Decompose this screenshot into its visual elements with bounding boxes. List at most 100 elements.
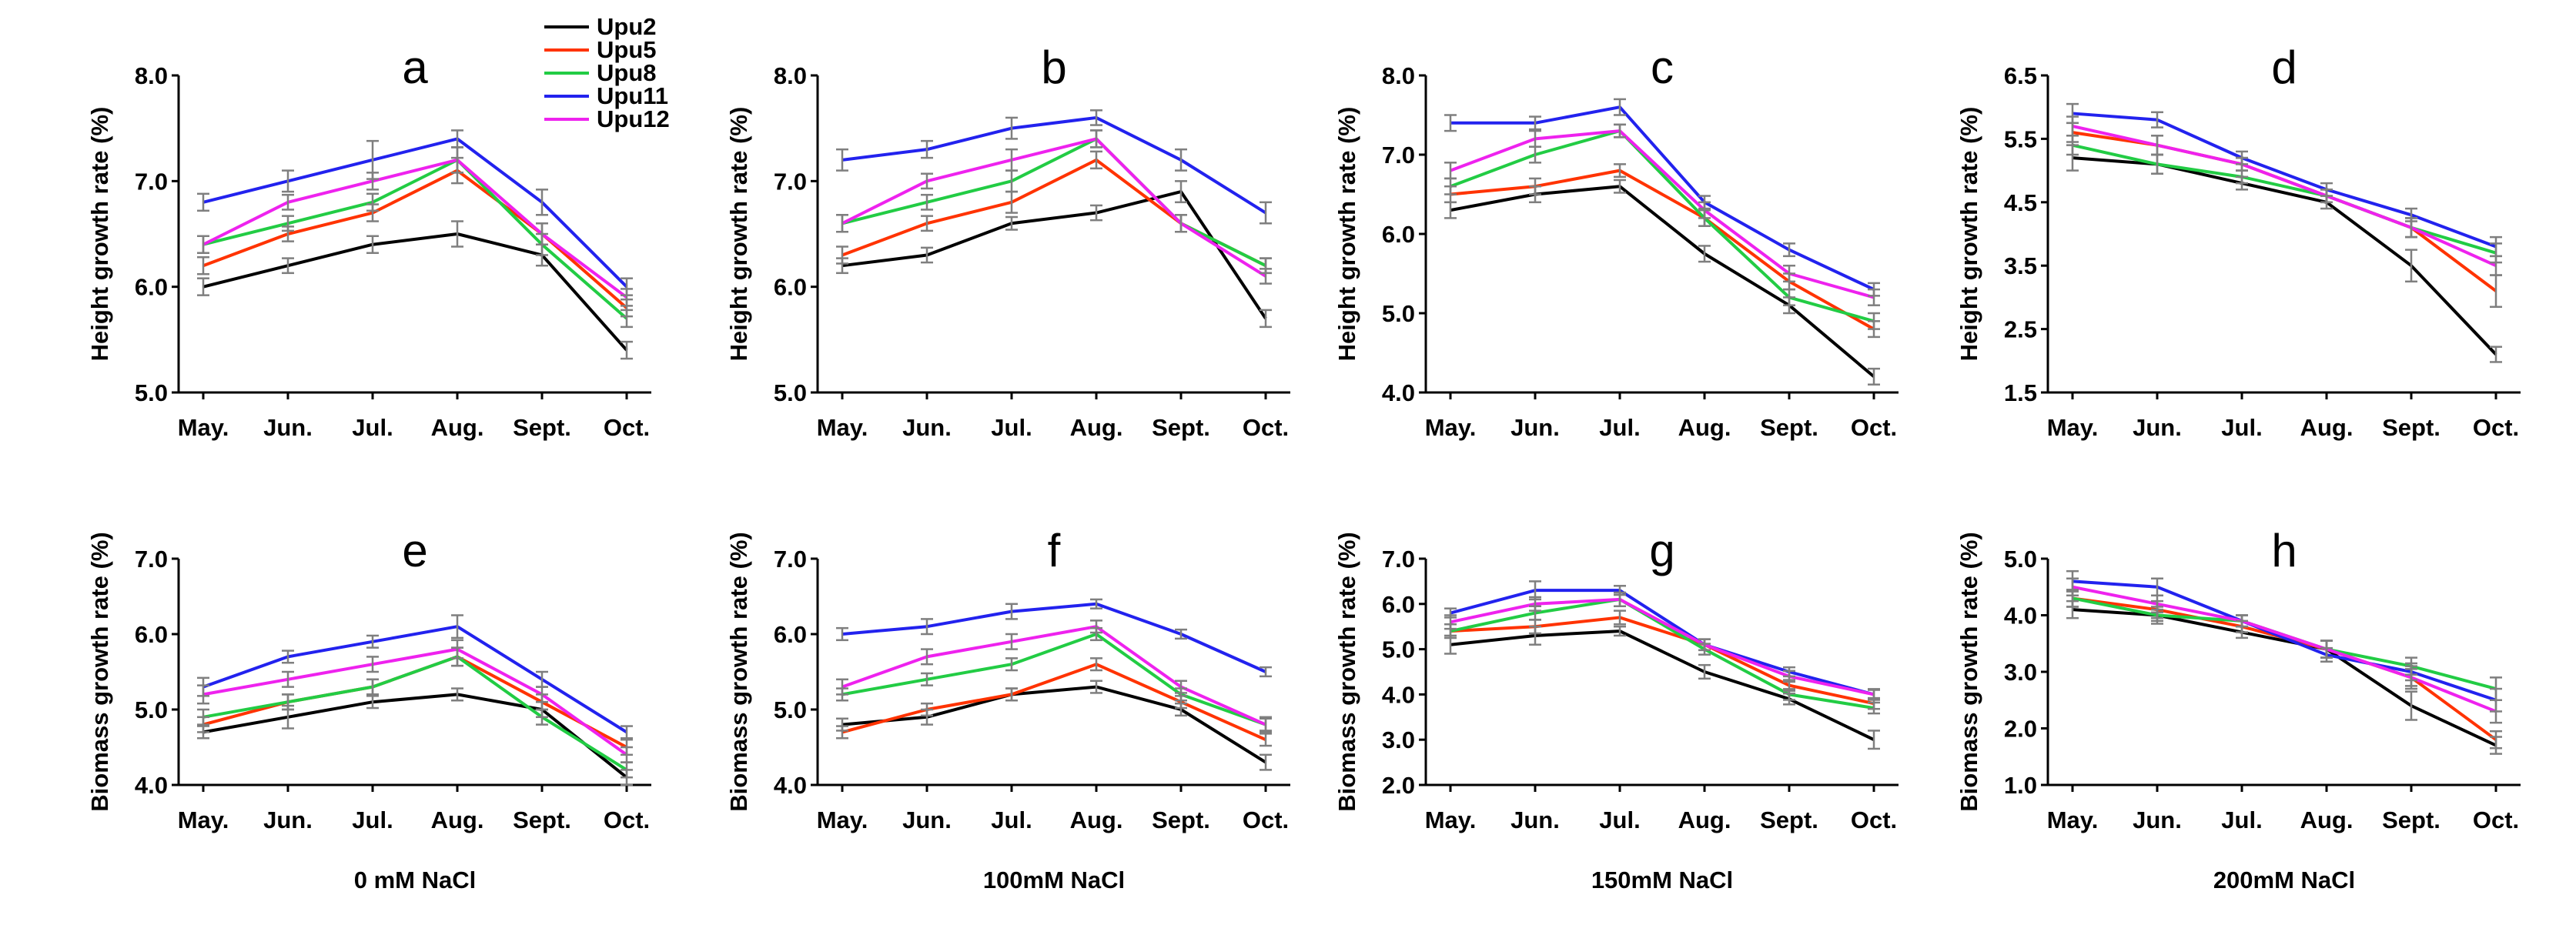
error-bar-upu12 bbox=[197, 235, 209, 254]
x-tick-label: Aug. bbox=[431, 806, 484, 833]
error-bar-upu12 bbox=[1614, 591, 1626, 607]
error-bar-upu12 bbox=[451, 146, 463, 174]
x-tick-label: Jul. bbox=[352, 806, 393, 833]
error-bar-upu8 bbox=[366, 678, 379, 696]
y-tick-label: 3.0 bbox=[2004, 659, 2037, 686]
error-bar-upu11 bbox=[1090, 109, 1102, 126]
series-line-upu12 bbox=[202, 158, 628, 299]
error-bar-upu12 bbox=[2236, 156, 2248, 172]
series-line-upu11 bbox=[2072, 579, 2497, 702]
error-bar-upu12 bbox=[1175, 680, 1187, 694]
error-bar-upu11 bbox=[1005, 603, 1018, 620]
error-bar-upu11 bbox=[921, 139, 933, 159]
error-bar-upu8 bbox=[921, 672, 933, 686]
error-bar-upu2 bbox=[1868, 730, 1880, 750]
error-bar-upu12 bbox=[2405, 217, 2417, 239]
panel-f: 4.0 5.0 6.0 7.0 May. Jun. Jul. Aug. Sept. Oct. Bio… bbox=[725, 525, 1290, 833]
error-bar-upu8 bbox=[282, 693, 294, 711]
legend-item-upu8: Upu8 bbox=[544, 59, 657, 86]
y-axis-label: Biomass growth rate (%) bbox=[86, 532, 113, 811]
series-line-upu2 bbox=[841, 190, 1267, 319]
y-axis-label: Biomass growth rate (%) bbox=[725, 532, 752, 811]
error-bar-upu8 bbox=[1868, 312, 1880, 330]
error-bar-upu11 bbox=[836, 626, 848, 642]
error-bar-upu11 bbox=[282, 169, 294, 193]
x-tick-label: Jul. bbox=[352, 414, 393, 441]
y-tick-label: 6.0 bbox=[774, 621, 807, 648]
y-tick-label: 8.0 bbox=[1382, 62, 1415, 89]
x-tick-label: May. bbox=[2047, 414, 2099, 441]
error-bar-upu8 bbox=[621, 309, 633, 329]
salt-condition-labels: 0 mM NaCl 100mM NaCl 150mM NaCl 200mM NaCl bbox=[354, 867, 2355, 893]
error-bar-upu2 bbox=[1175, 180, 1187, 204]
x-tick-label: Jun. bbox=[263, 806, 313, 833]
series-line-upu8 bbox=[2072, 143, 2497, 255]
error-bar-upu11 bbox=[1175, 148, 1187, 172]
error-bar-upu2 bbox=[1698, 663, 1711, 680]
error-bar-upu5 bbox=[921, 215, 933, 232]
y-tick-label: 5.0 bbox=[135, 696, 168, 723]
y-axis-label: Height growth rate (%) bbox=[1955, 107, 1982, 362]
panel-letter: h bbox=[2271, 525, 2297, 576]
error-bar-upu12 bbox=[1529, 129, 1541, 148]
y-tick-label: 6.0 bbox=[135, 274, 168, 301]
x-tick-label: Aug. bbox=[1070, 414, 1123, 441]
legend-item-upu2: Upu2 bbox=[544, 13, 657, 40]
y-tick-label: 2.5 bbox=[2004, 316, 2037, 343]
error-bar-upu5 bbox=[1090, 657, 1102, 672]
x-tick-label: Oct. bbox=[604, 806, 650, 833]
series-line-upu8 bbox=[202, 158, 628, 320]
panels-layer: 5.0 6.0 7.0 8.0 May. Jun. Jul. Aug. Sept. Oct. Hei… bbox=[86, 42, 2521, 833]
error-bar-upu8 bbox=[282, 215, 294, 232]
series-line-upu12 bbox=[202, 647, 628, 756]
series-line-upu8 bbox=[2072, 596, 2497, 690]
y-tick-label: 1.5 bbox=[2004, 379, 2037, 406]
error-bar-upu12 bbox=[2151, 135, 2163, 156]
series-line-upu12 bbox=[1450, 129, 1875, 299]
x-tick-label: Jun. bbox=[1510, 806, 1560, 833]
x-tick-label: Jul. bbox=[1599, 806, 1640, 833]
panel-e: 4.0 5.0 6.0 7.0 May. Jun. Jul. Aug. Sept. Oct. Bio… bbox=[86, 525, 651, 833]
x-tick-label: Aug. bbox=[2300, 806, 2354, 833]
error-bar-upu12 bbox=[2066, 115, 2079, 137]
error-bar-upu2 bbox=[1698, 245, 1711, 263]
error-bar-upu5 bbox=[921, 702, 933, 717]
error-bar-upu2 bbox=[451, 220, 463, 248]
series-line-upu5 bbox=[2072, 131, 2497, 292]
error-bar-upu2 bbox=[921, 246, 933, 264]
error-bar-upu8 bbox=[921, 193, 933, 211]
x-tick-label: Jul. bbox=[991, 806, 1032, 833]
series-line-upu12 bbox=[841, 625, 1266, 726]
y-tick-label: 1.0 bbox=[2004, 772, 2037, 799]
y-tick-label: 6.0 bbox=[774, 274, 807, 301]
panel-g: 2.0 3.0 4.0 5.0 6.0 7.0 May. Jun. Jul. Aug. Sept. O… bbox=[1333, 525, 1899, 833]
legend-label: Upu12 bbox=[597, 105, 670, 132]
series-line-upu11 bbox=[1450, 589, 1875, 696]
x-tick-label: Sept. bbox=[1152, 806, 1210, 833]
y-tick-label: 5.0 bbox=[774, 379, 807, 406]
error-bar-upu11 bbox=[1260, 201, 1272, 225]
series-line-upu12 bbox=[1450, 597, 1875, 696]
error-bar-upu5 bbox=[2490, 274, 2502, 309]
series-line-upu11 bbox=[2072, 112, 2497, 249]
series-line-upu11 bbox=[202, 137, 628, 289]
panel-letter: d bbox=[2271, 42, 2297, 93]
x-tick-label: Jun. bbox=[2133, 806, 2182, 833]
error-bar-upu12 bbox=[2066, 577, 2079, 597]
error-bar-upu12 bbox=[1175, 214, 1187, 233]
y-tick-label: 5.0 bbox=[1382, 636, 1415, 663]
series-line-upu2 bbox=[2072, 156, 2497, 356]
error-bar-upu2 bbox=[1260, 753, 1272, 771]
error-bar-upu2 bbox=[1090, 680, 1102, 694]
error-bar-upu5 bbox=[1005, 687, 1018, 702]
x-tick-label: Jul. bbox=[2221, 806, 2262, 833]
series-line-upu11 bbox=[841, 115, 1267, 215]
error-bar-upu12 bbox=[2320, 189, 2333, 204]
series-line-upu5 bbox=[841, 663, 1266, 742]
series-line-upu2 bbox=[841, 685, 1267, 764]
error-bar-upu8 bbox=[366, 192, 379, 212]
error-bar-upu12 bbox=[836, 214, 848, 233]
error-bar-upu5 bbox=[1260, 733, 1272, 747]
error-bar-upu12 bbox=[451, 639, 463, 660]
y-tick-label: 6.0 bbox=[1382, 221, 1415, 248]
